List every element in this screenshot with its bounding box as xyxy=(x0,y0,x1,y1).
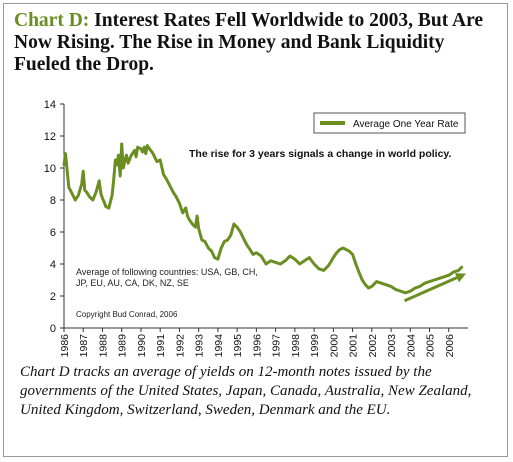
x-tick-label: 1996 xyxy=(251,334,263,358)
legend: Average One Year Rate xyxy=(313,112,466,134)
countries-note-line1: Average of following countries: USA, GB,… xyxy=(76,267,258,277)
x-tick-label: 1986 xyxy=(59,334,71,358)
x-tick-label: 1999 xyxy=(309,334,321,358)
x-tick-label: 1989 xyxy=(117,334,129,358)
x-tick-label: 2001 xyxy=(348,334,360,358)
y-tick-label: 0 xyxy=(50,323,56,335)
x-tick-label: 2004 xyxy=(405,334,417,358)
x-tick-label: 1995 xyxy=(232,334,244,358)
series-layer xyxy=(62,142,467,303)
x-tick-label: 1987 xyxy=(78,334,90,358)
y-tick-label: 8 xyxy=(50,195,56,207)
x-tick-label: 1988 xyxy=(97,334,109,358)
chart-caption: Chart D tracks an average of yields on 1… xyxy=(20,364,472,418)
x-tick-label: 1994 xyxy=(213,334,225,358)
x-tick-label: 2006 xyxy=(444,334,456,358)
x-tick-label: 1992 xyxy=(174,334,186,358)
trend-arrow-line xyxy=(403,276,458,303)
countries-note-line2: JP, EU, AU, CA, DK, NZ, SE xyxy=(76,278,189,288)
series-line xyxy=(62,142,464,295)
y-tick-label: 2 xyxy=(50,291,56,303)
x-tick-label: 1991 xyxy=(155,334,167,358)
x-tick-label: 1993 xyxy=(194,334,206,358)
copyright-note: Copyright Bud Conrad, 2006 xyxy=(76,310,178,319)
chart-title-text: Interest Rates Fell Worldwide to 2003, B… xyxy=(14,10,484,75)
x-tick-label: 2002 xyxy=(367,334,379,358)
legend-label: Average One Year Rate xyxy=(353,119,459,130)
chart-frame xyxy=(3,3,508,457)
x-tick-label: 1990 xyxy=(136,334,148,358)
x-tick-label: 1998 xyxy=(290,334,302,358)
policy-annotation: The rise for 3 years signals a change in… xyxy=(189,148,451,160)
x-tick-label: 1997 xyxy=(271,334,283,358)
x-axis: 1986 1987 1988 1989 1990 1991 1992 1993 1994 1995… xyxy=(59,327,468,358)
trend-arrow-head xyxy=(454,273,467,283)
y-tick-label: 12 xyxy=(44,131,56,143)
y-tick-label: 6 xyxy=(50,227,56,239)
x-tick-label: 2005 xyxy=(425,334,437,358)
x-tick-label: 2003 xyxy=(386,334,398,358)
chart-title-prefix: Chart D: xyxy=(14,10,90,31)
x-tick-label: 2000 xyxy=(328,334,340,358)
y-tick-label: 14 xyxy=(44,99,56,111)
y-tick-label: 10 xyxy=(44,163,56,175)
y-axis: 0 2 4 6 8 10 12 14 xyxy=(44,99,65,335)
chart-title: Chart D: Interest Rates Fell Worldwide t… xyxy=(14,10,494,76)
y-tick-label: 4 xyxy=(50,259,56,271)
legend-box xyxy=(313,112,466,134)
